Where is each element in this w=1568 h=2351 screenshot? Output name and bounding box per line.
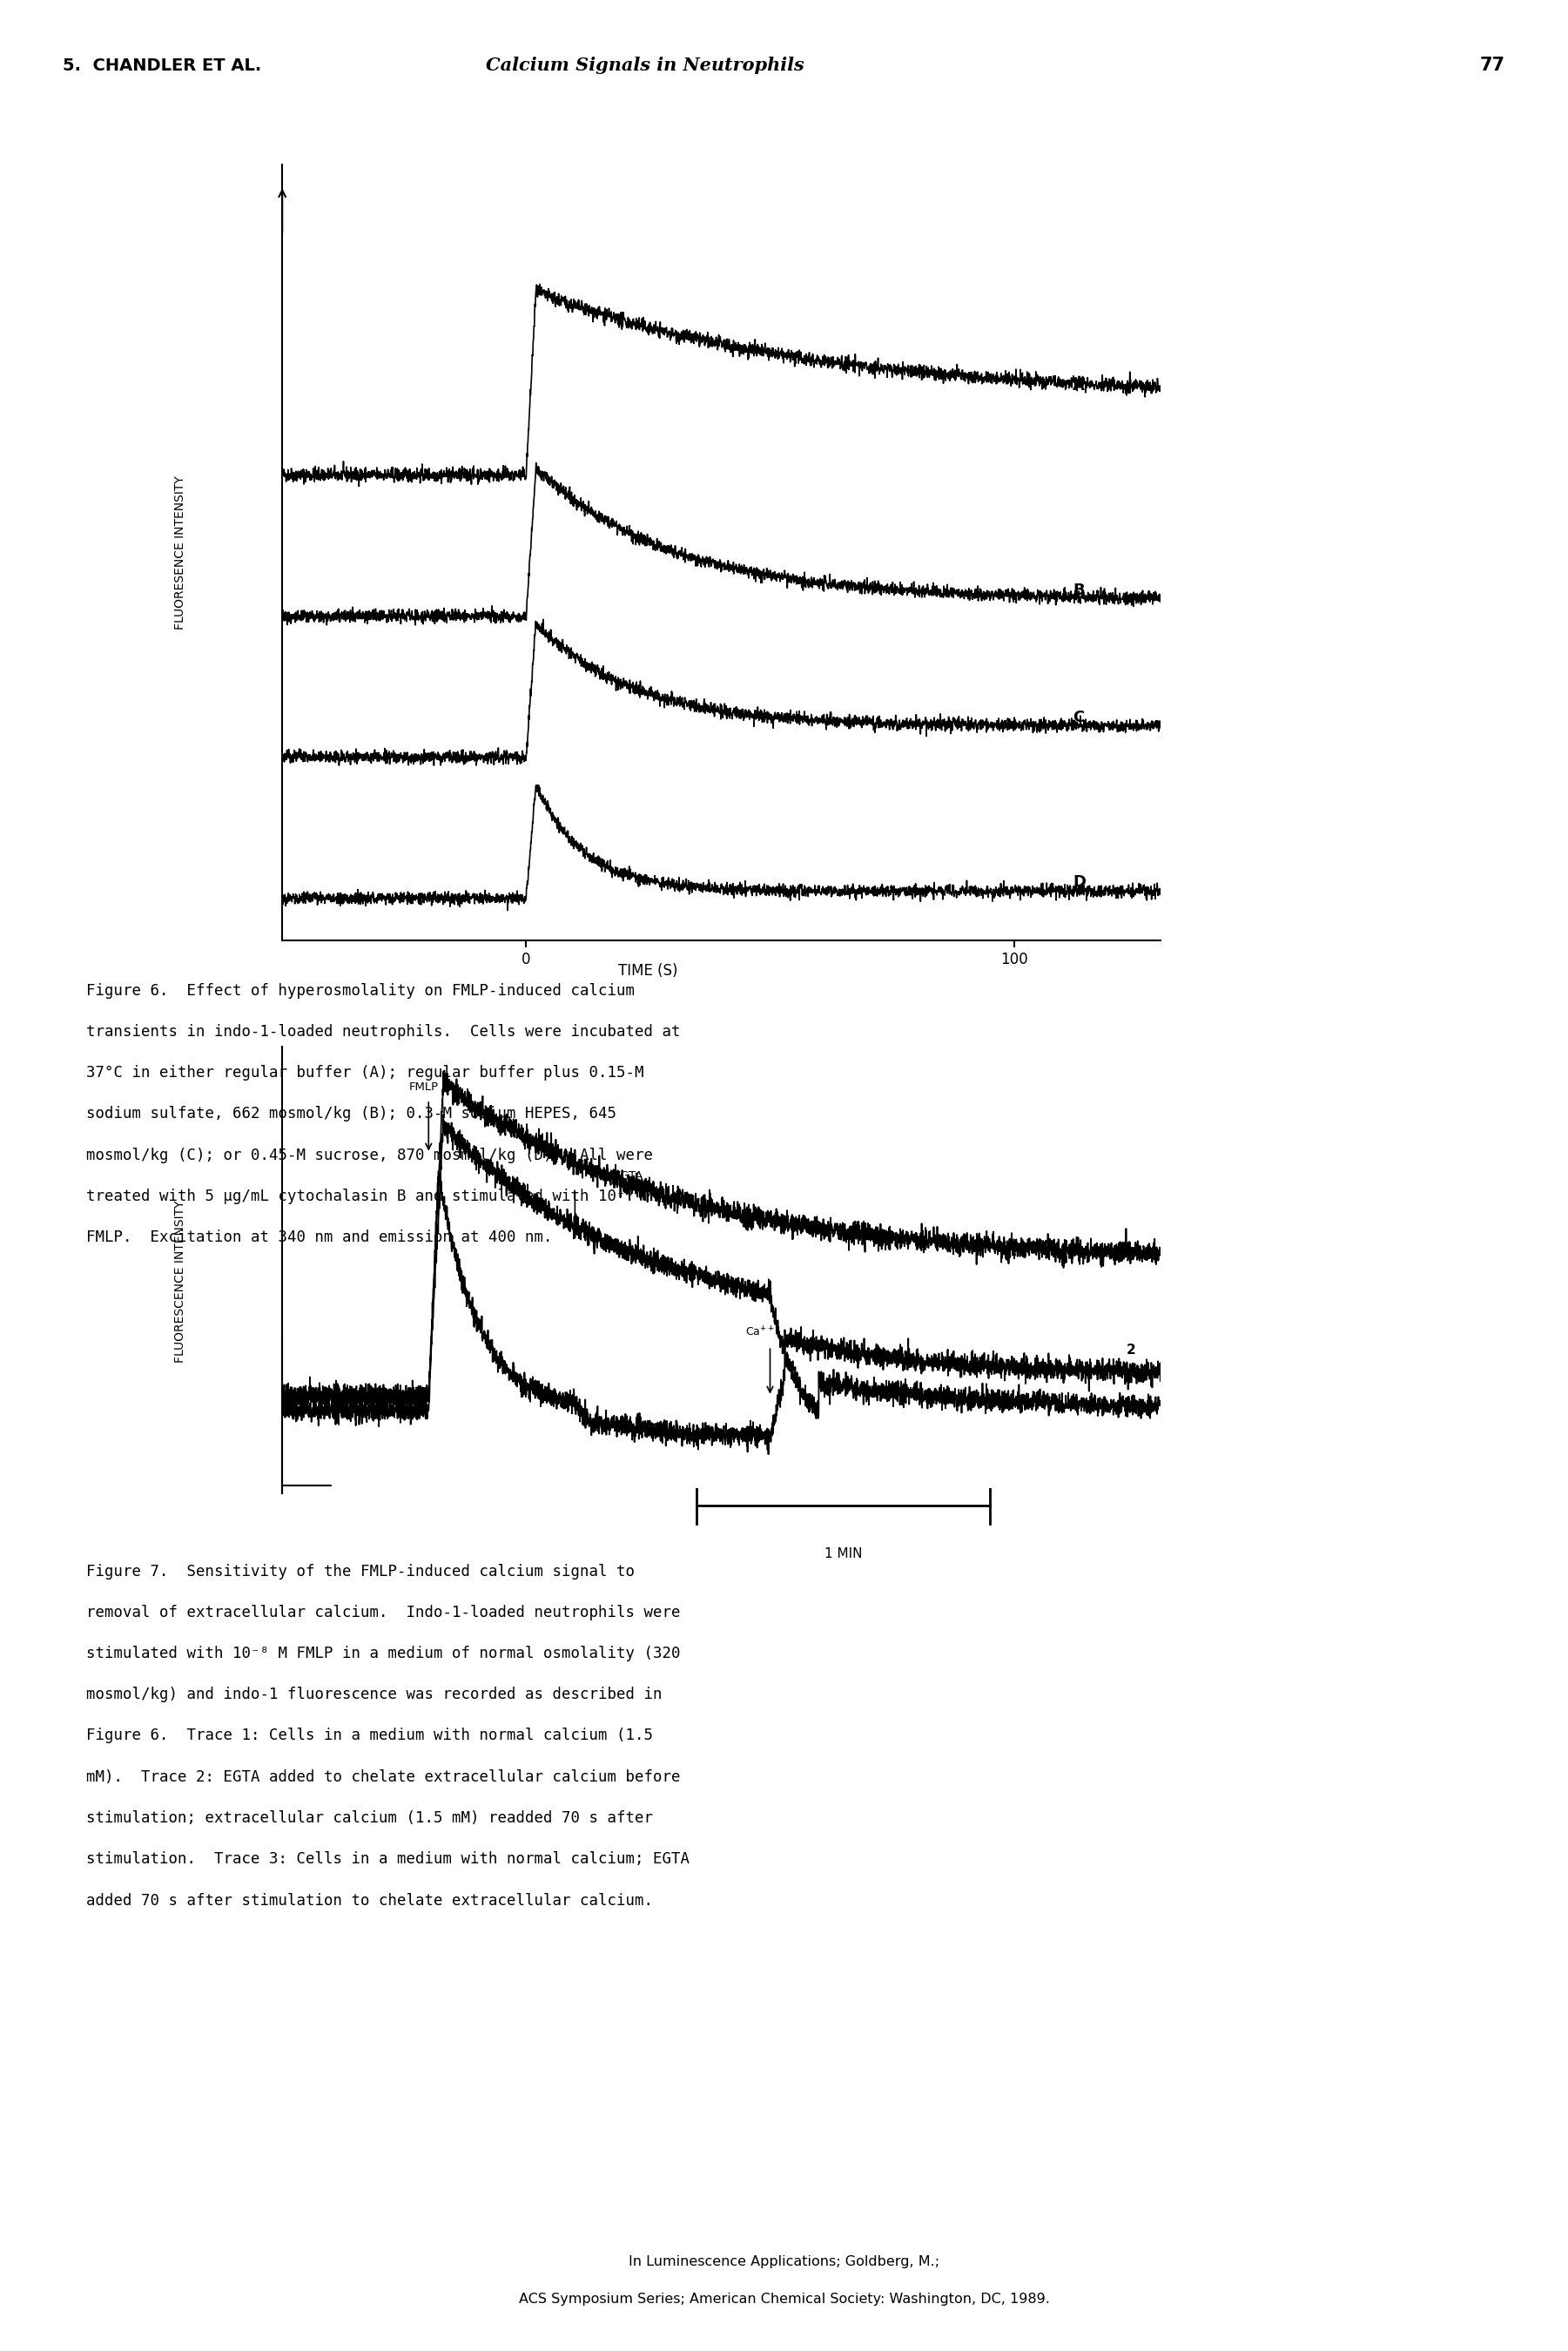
Text: mosmol/kg) and indo-1 fluorescence was recorded as described in: mosmol/kg) and indo-1 fluorescence was r… bbox=[86, 1688, 662, 1702]
Text: Figure 6.  Effect of hyperosmolality on FMLP-induced calcium: Figure 6. Effect of hyperosmolality on F… bbox=[86, 983, 635, 999]
Text: removal of extracellular calcium.  Indo-1-loaded neutrophils were: removal of extracellular calcium. Indo-1… bbox=[86, 1603, 681, 1620]
Text: D: D bbox=[1073, 875, 1085, 891]
Text: In Luminescence Applications; Goldberg, M.;: In Luminescence Applications; Goldberg, … bbox=[629, 2255, 939, 2269]
Text: FLUORESENCE INTENSITY: FLUORESENCE INTENSITY bbox=[174, 475, 187, 630]
Text: C: C bbox=[1073, 710, 1083, 724]
Text: stimulation; extracellular calcium (1.5 mM) readded 70 s after: stimulation; extracellular calcium (1.5 … bbox=[86, 1810, 652, 1827]
Text: Figure 6.  Trace 1: Cells in a medium with normal calcium (1.5: Figure 6. Trace 1: Cells in a medium wit… bbox=[86, 1728, 652, 1744]
Text: treated with 5 μg/mL cytochalasin B and stimulated with 10⁻⁹ M: treated with 5 μg/mL cytochalasin B and … bbox=[86, 1190, 652, 1204]
Text: FLUORESCENCE INTENSITY: FLUORESCENCE INTENSITY bbox=[174, 1199, 187, 1364]
Text: A: A bbox=[1073, 379, 1085, 393]
Text: 5.  CHANDLER ET AL.: 5. CHANDLER ET AL. bbox=[63, 56, 262, 73]
Text: mosmol/kg (C); or 0.45-M sucrose, 870 mosmol/kg (D).  All were: mosmol/kg (C); or 0.45-M sucrose, 870 mo… bbox=[86, 1147, 652, 1164]
Text: 3: 3 bbox=[1126, 1401, 1135, 1413]
Text: added 70 s after stimulation to chelate extracellular calcium.: added 70 s after stimulation to chelate … bbox=[86, 1893, 652, 1909]
Text: 1 MIN: 1 MIN bbox=[825, 1547, 862, 1561]
Text: 1: 1 bbox=[1126, 1246, 1135, 1260]
Text: ACS Symposium Series; American Chemical Society: Washington, DC, 1989.: ACS Symposium Series; American Chemical … bbox=[519, 2292, 1049, 2306]
Text: Calcium Signals in Neutrophils: Calcium Signals in Neutrophils bbox=[486, 56, 804, 75]
Text: B: B bbox=[1073, 583, 1085, 597]
Text: TIME (S): TIME (S) bbox=[618, 964, 677, 978]
Text: stimulated with 10⁻⁸ M FMLP in a medium of normal osmolality (320: stimulated with 10⁻⁸ M FMLP in a medium … bbox=[86, 1646, 681, 1662]
Text: Ca$^{++}$: Ca$^{++}$ bbox=[745, 1326, 775, 1340]
Text: FMLP.  Excitation at 340 nm and emission at 400 nm.: FMLP. Excitation at 340 nm and emission … bbox=[86, 1230, 552, 1246]
Text: 77: 77 bbox=[1480, 56, 1505, 75]
Text: sodium sulfate, 662 mosmol/kg (B); 0.3-M sodium HEPES, 645: sodium sulfate, 662 mosmol/kg (B); 0.3-M… bbox=[86, 1107, 616, 1121]
Text: EGTA: EGTA bbox=[615, 1171, 644, 1183]
Text: 2: 2 bbox=[1126, 1342, 1135, 1357]
Text: stimulation.  Trace 3: Cells in a medium with normal calcium; EGTA: stimulation. Trace 3: Cells in a medium … bbox=[86, 1853, 690, 1867]
Text: FMLP: FMLP bbox=[409, 1081, 439, 1093]
Text: Figure 7.  Sensitivity of the FMLP-induced calcium signal to: Figure 7. Sensitivity of the FMLP-induce… bbox=[86, 1563, 635, 1580]
Text: 37°C in either regular buffer (A); regular buffer plus 0.15-M: 37°C in either regular buffer (A); regul… bbox=[86, 1065, 644, 1081]
Text: transients in indo-1-loaded neutrophils.  Cells were incubated at: transients in indo-1-loaded neutrophils.… bbox=[86, 1025, 681, 1039]
Text: mM).  Trace 2: EGTA added to chelate extracellular calcium before: mM). Trace 2: EGTA added to chelate extr… bbox=[86, 1768, 681, 1784]
